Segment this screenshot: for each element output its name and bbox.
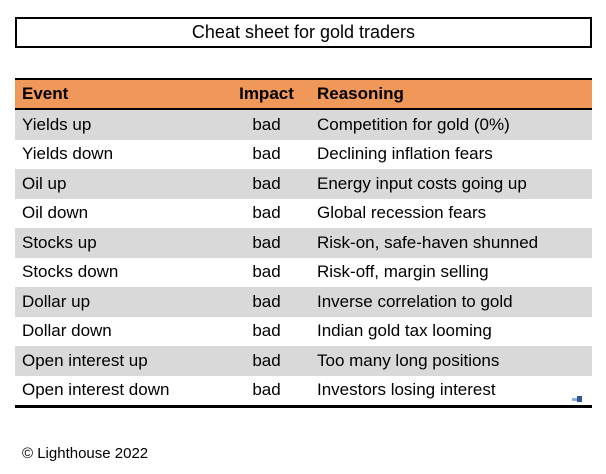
reasoning-cell: Indian gold tax looming	[317, 321, 492, 341]
impact-cell: bad	[252, 173, 281, 193]
event-cell: Yields down	[22, 144, 114, 164]
event-cell: Dollar up	[22, 291, 91, 311]
impact-cell: bad	[252, 350, 281, 370]
event-cell: Dollar down	[22, 321, 112, 341]
event-cell: Yields up	[22, 114, 92, 134]
event-cell: Stocks down	[22, 262, 119, 282]
reasoning-cell: Investors losing interest	[317, 380, 496, 400]
reasoning-cell: Risk-off, margin selling	[317, 262, 489, 282]
table-row: Dollar down bad Indian gold tax looming	[15, 316, 592, 346]
impact-cell: bad	[252, 291, 281, 311]
reasoning-cell: Inverse correlation to gold	[317, 291, 513, 311]
table-row: Yields down bad Declining inflation fear…	[15, 139, 592, 169]
reasoning-cell: Global recession fears	[317, 203, 487, 223]
event-cell: Open interest up	[22, 350, 148, 370]
impact-cell: bad	[252, 380, 281, 400]
impact-cell: bad	[252, 203, 281, 223]
copyright-note: © Lighthouse 2022	[22, 445, 149, 462]
impact-cell: bad	[252, 144, 281, 164]
table-row: Open interest down bad Investors losing …	[15, 375, 592, 405]
table-row: Stocks down bad Risk-off, margin selling	[15, 257, 592, 287]
event-cell: Oil down	[22, 203, 89, 223]
table-row: Oil up bad Energy input costs going up	[15, 169, 592, 199]
header-event: Event	[22, 84, 69, 103]
table-header-row: Event Impact Reasoning	[15, 80, 592, 110]
page-title: Cheat sheet for gold traders	[191, 22, 416, 42]
event-cell: Stocks up	[22, 232, 97, 252]
resize-handle-bar	[572, 398, 578, 401]
reasoning-cell: Declining inflation fears	[317, 144, 493, 164]
reasoning-cell: Risk-on, safe-haven shunned	[317, 232, 539, 252]
table-row: Yields up bad Competition for gold (0%)	[15, 110, 592, 140]
header-impact: Impact	[239, 84, 294, 103]
impact-cell: bad	[252, 114, 281, 134]
title-box: Cheat sheet for gold traders	[15, 17, 592, 48]
event-cell: Open interest down	[22, 380, 170, 400]
impact-cell: bad	[252, 262, 281, 282]
reasoning-cell: Too many long positions	[317, 350, 500, 370]
event-cell: Oil up	[22, 173, 67, 193]
table-row: Stocks up bad Risk-on, safe-haven shunne…	[15, 228, 592, 258]
impact-cell: bad	[252, 321, 281, 341]
table-row: Oil down bad Global recession fears	[15, 198, 592, 228]
header-reasoning: Reasoning	[317, 84, 404, 103]
resize-handle-square	[577, 396, 582, 402]
cheat-sheet-table: Event Impact Reasoning Yields up bad Com…	[15, 78, 592, 408]
impact-cell: bad	[252, 232, 281, 252]
reasoning-cell: Energy input costs going up	[317, 173, 527, 193]
table-row: Open interest up bad Too many long posit…	[15, 346, 592, 376]
resize-handle-icon[interactable]	[572, 395, 582, 402]
reasoning-cell: Competition for gold (0%)	[317, 114, 510, 134]
table-row: Dollar up bad Inverse correlation to gol…	[15, 287, 592, 317]
